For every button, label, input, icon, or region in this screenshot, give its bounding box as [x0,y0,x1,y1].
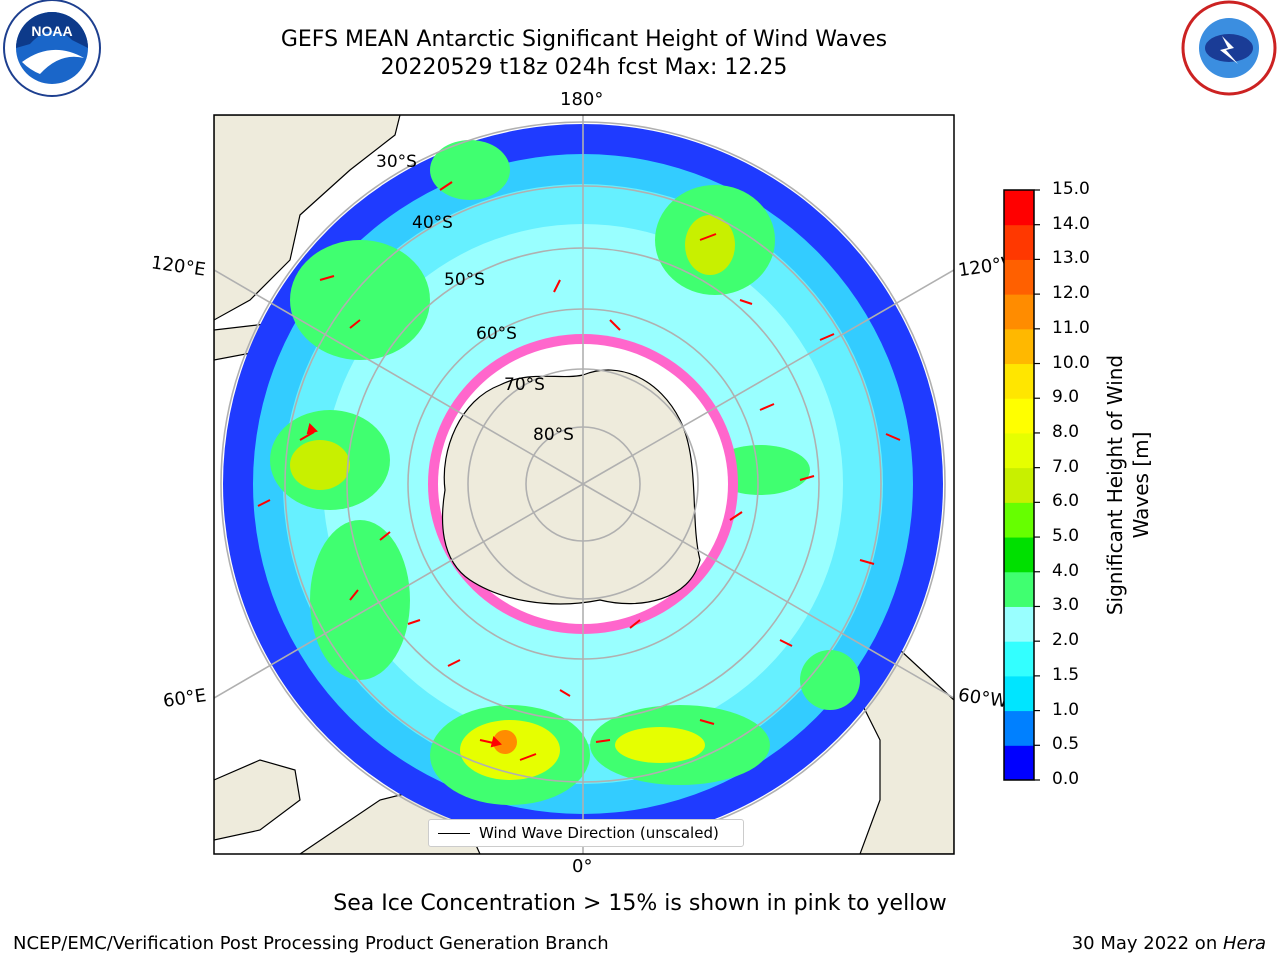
colorbar-swatch [1004,537,1034,573]
colorbar-swatch [1004,606,1034,642]
footer-branch: NCEP/EMC/Verification Post Processing Pr… [13,933,609,954]
footer-machine: Hera [1222,933,1266,954]
colorbar-tick-label: 2.0 [1052,630,1080,651]
noaa-logo: NOAA [3,0,101,97]
colorbar-tick-label: 9.0 [1052,387,1080,408]
chart-subtitle: 20220529 t18z 024h fcst Max: 12.25 [380,55,788,80]
nws-logo [1181,0,1277,96]
colorbar-tick-label: 6.0 [1052,491,1080,512]
lat-label-30s: 30°S [376,152,417,172]
colorbar-tick-label: 3.0 [1052,595,1080,616]
colorbar-tick-label: 0.0 [1052,769,1080,789]
colorbar [1003,189,1040,781]
colorbar-swatch [1004,710,1034,746]
legend-label: Wind Wave Direction (unscaled) [479,824,719,842]
legend-line-sample [438,832,470,834]
lat-label-40s: 40°S [412,213,453,233]
colorbar-swatch [1004,641,1034,677]
colorbar-swatch [1004,363,1034,399]
colorbar-swatch [1004,675,1034,712]
colorbar-swatch [1004,259,1034,295]
lat-label-70s: 70°S [504,375,545,395]
graticule [214,115,954,854]
colorbar-tick-label: 14.0 [1052,213,1090,234]
colorbar-swatch [1004,745,1034,781]
lon-label-0: 0° [572,856,593,877]
lat-label-60s: 60°S [476,324,517,344]
colorbar-tick-label: 1.5 [1052,664,1080,685]
lon-label-180: 180° [560,89,604,110]
colorbar-swatch [1004,190,1034,226]
map-frame [213,114,955,855]
colorbar-swatch [1004,224,1034,260]
colorbar-tick-label: 11.0 [1052,317,1090,338]
chart-title: GEFS MEAN Antarctic Significant Height o… [280,27,888,52]
colorbar-tick-label: 7.0 [1052,456,1080,477]
colorbar-swatch [1004,328,1034,365]
colorbar-tick-label: 8.0 [1052,421,1080,442]
wind-wave-arrows [257,181,901,761]
lat-label-50s: 50°S [444,270,485,290]
colorbar-swatch [1004,502,1034,538]
lat-label-80s: 80°S [533,425,574,445]
colorbar-tick-label: 13.0 [1052,248,1090,269]
colorbar-tick-label: 1.0 [1052,699,1080,720]
colorbar-tick-label: 15.0 [1052,179,1090,199]
colorbar-swatch [1004,467,1034,503]
colorbar-swatch [1004,398,1034,434]
colorbar-tick-label: 5.0 [1052,526,1080,547]
colorbar-tick-label: 10.0 [1052,352,1090,373]
colorbar-frame [1003,189,1035,781]
colorbar-tick-label: 0.5 [1052,734,1080,755]
arrow-legend: Wind Wave Direction (unscaled) [428,819,744,847]
footer-date: 30 May 2022 on Hera [1072,933,1266,954]
colorbar-swatch [1004,432,1034,469]
colorbar-swatch [1004,571,1034,607]
colorbar-label: Significant Height of Wind Waves [m] [1103,354,1153,616]
sea-ice-note: Sea Ice Concentration > 15% is shown in … [333,891,947,916]
svg-text:NOAA: NOAA [31,23,72,39]
colorbar-swatch [1004,294,1034,330]
colorbar-tick-label: 4.0 [1052,560,1080,581]
footer-date-text: 30 May 2022 on [1071,933,1223,954]
colorbar-tick-label: 12.0 [1052,283,1090,304]
